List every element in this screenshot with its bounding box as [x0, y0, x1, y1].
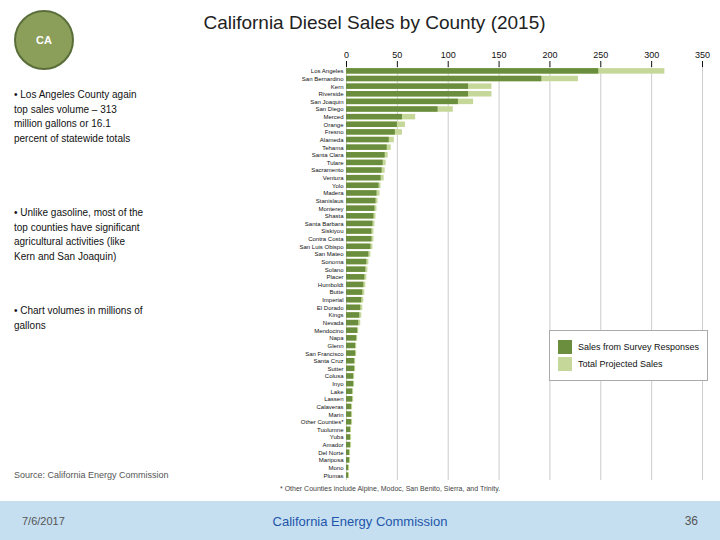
svg-text:Tuolumne: Tuolumne [317, 427, 344, 433]
svg-text:San Diego: San Diego [315, 106, 344, 112]
svg-text:Napa: Napa [329, 335, 344, 341]
html-text:• Chart volumes in millions of: • Chart volumes in millions of gallons [14, 305, 143, 331]
svg-text:San Bernardino: San Bernardino [302, 76, 344, 82]
svg-text:200: 200 [542, 50, 557, 60]
svg-text:Yuba: Yuba [330, 434, 344, 440]
svg-text:Yolo: Yolo [332, 183, 344, 189]
svg-text:Siskiyou: Siskiyou [321, 228, 343, 234]
svg-text:Sutter: Sutter [327, 366, 343, 372]
html-text:Total Projected Sales: Total Projected Sales [577, 359, 663, 369]
svg-text:Orange: Orange [323, 122, 344, 128]
html-text:California Diesel Sales by Cou: California Diesel Sales by County (2015) [203, 12, 546, 33]
svg-text:San Luis Obispo: San Luis Obispo [299, 244, 344, 250]
svg-text:Shasta: Shasta [325, 213, 344, 219]
svg-text:Lake: Lake [330, 389, 344, 395]
svg-text:50: 50 [392, 50, 402, 60]
svg-text:Nevada: Nevada [323, 320, 344, 326]
html-text:• Unlike gasoline, most of the: • Unlike gasoline, most of the top count… [14, 207, 144, 262]
svg-text:Kern: Kern [331, 84, 344, 90]
svg-text:Contra Costa: Contra Costa [308, 236, 344, 242]
html-text:7/6/2017: 7/6/2017 [22, 514, 65, 527]
svg-text:Sonoma: Sonoma [321, 259, 344, 265]
svg-text:Stanislaus: Stanislaus [316, 198, 344, 204]
html-text:Source: California Energy Comm: Source: California Energy Commission [14, 470, 169, 480]
svg-text:Ventura: Ventura [323, 175, 344, 181]
svg-text:300: 300 [644, 50, 659, 60]
svg-text:Marin: Marin [328, 412, 343, 418]
svg-text:Riverside: Riverside [318, 91, 344, 97]
svg-text:El Dorado: El Dorado [317, 305, 344, 311]
svg-text:Del Norte: Del Norte [318, 450, 344, 456]
svg-text:Glenn: Glenn [327, 343, 343, 349]
svg-text:Amador: Amador [322, 442, 343, 448]
svg-text:Alameda: Alameda [320, 137, 344, 143]
svg-text:Solano: Solano [325, 267, 344, 273]
svg-text:Merced: Merced [323, 114, 343, 120]
svg-text:Placer: Placer [326, 274, 343, 280]
svg-text:Butte: Butte [329, 289, 344, 295]
svg-text:Los Angeles: Los Angeles [311, 68, 344, 74]
svg-text:Fresno: Fresno [325, 129, 344, 135]
svg-text:Inyo: Inyo [332, 381, 344, 387]
svg-text:Santa Cruz: Santa Cruz [313, 358, 343, 364]
svg-text:Mariposa: Mariposa [319, 457, 344, 463]
html-text:36: 36 [684, 513, 698, 528]
svg-text:San Francisco: San Francisco [305, 351, 344, 357]
svg-text:100: 100 [441, 50, 456, 60]
html-text:CA: CA [36, 34, 52, 46]
svg-text:0: 0 [344, 50, 349, 60]
svg-text:250: 250 [593, 50, 608, 60]
svg-text:Monterey: Monterey [318, 206, 343, 212]
svg-text:Tehama: Tehama [322, 145, 344, 151]
html-text:* Other Counties include Alpin: * Other Counties include Alpine, Modoc, … [280, 485, 501, 492]
svg-text:Mendocino: Mendocino [314, 328, 344, 334]
html-text:Sales from Survey Responses: Sales from Survey Responses [577, 342, 699, 352]
html-text:California Energy Commission: California Energy Commission [272, 513, 448, 528]
svg-text:Humboldt: Humboldt [318, 282, 344, 288]
svg-text:Santa Clara: Santa Clara [312, 152, 344, 158]
svg-text:Imperial: Imperial [322, 297, 343, 303]
svg-text:150: 150 [492, 50, 507, 60]
svg-text:Lassen: Lassen [324, 396, 343, 402]
svg-text:Santa Barbara: Santa Barbara [305, 221, 344, 227]
svg-text:350: 350 [695, 50, 710, 60]
svg-text:Tulare: Tulare [327, 160, 344, 166]
svg-text:San Joaquin: San Joaquin [310, 99, 343, 105]
svg-text:Calaveras: Calaveras [316, 404, 343, 410]
html-text:• Los Angeles County again top: • Los Angeles County again top sales vol… [14, 89, 137, 144]
svg-text:Mono: Mono [328, 465, 344, 471]
svg-text:San Mateo: San Mateo [314, 251, 344, 257]
svg-text:Kings: Kings [328, 312, 343, 318]
svg-text:Plumas: Plumas [323, 473, 343, 479]
svg-text:Other Counties*: Other Counties* [301, 419, 344, 425]
svg-text:Colusa: Colusa [325, 373, 344, 379]
svg-text:Madera: Madera [323, 190, 344, 196]
svg-text:Sacramento: Sacramento [311, 167, 344, 173]
